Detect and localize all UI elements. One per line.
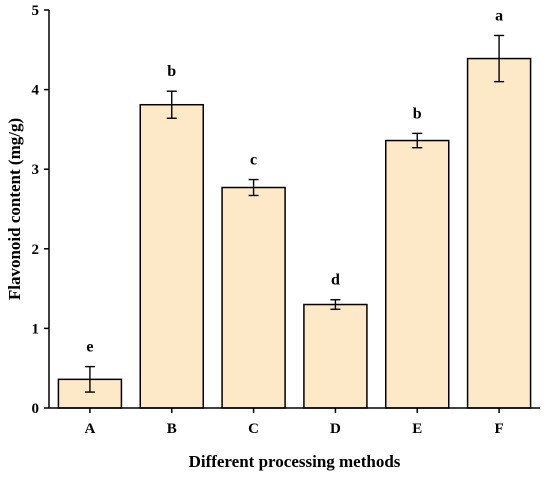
significance-letter-A: e (86, 339, 93, 356)
error-bars-layer (84, 34, 505, 393)
y-tick-label-4: 4 (32, 83, 40, 99)
x-tick-label-A: A (84, 421, 95, 437)
significance-letter-D: d (331, 272, 340, 289)
significance-letter-C: c (250, 152, 257, 169)
x-tick-label-D: D (330, 421, 341, 437)
significance-letter-F: a (495, 7, 503, 24)
y-tick-label-3: 3 (32, 162, 40, 178)
bars-layer (57, 57, 532, 409)
x-tick-label-F: F (494, 421, 503, 437)
bar-F (466, 57, 532, 409)
y-tick-label-1: 1 (32, 321, 40, 337)
significance-letter-B: b (167, 63, 176, 80)
y-ticks-layer: 0 1 2 3 4 5 (32, 3, 49, 417)
significance-letter-E: b (413, 105, 422, 122)
y-tick-label-2: 2 (32, 242, 40, 258)
bar-D (303, 303, 368, 409)
x-axis-title: Different processing methods (189, 452, 401, 471)
y-tick-label-0: 0 (32, 401, 40, 417)
x-tick-label-B: B (167, 421, 177, 437)
bar-C (221, 186, 286, 409)
axes-layer (48, 10, 540, 409)
significance-letters-layer: e b c d b a (86, 7, 503, 355)
y-axis-title: Flavonoid content (mg/g) (5, 118, 24, 300)
bar-E (384, 139, 450, 409)
y-tick-label-5: 5 (32, 3, 40, 19)
x-tick-label-E: E (412, 421, 422, 437)
x-ticks-layer: A B C D E F (84, 408, 504, 437)
x-tick-label-C: C (248, 421, 259, 437)
bar-B (139, 103, 205, 409)
